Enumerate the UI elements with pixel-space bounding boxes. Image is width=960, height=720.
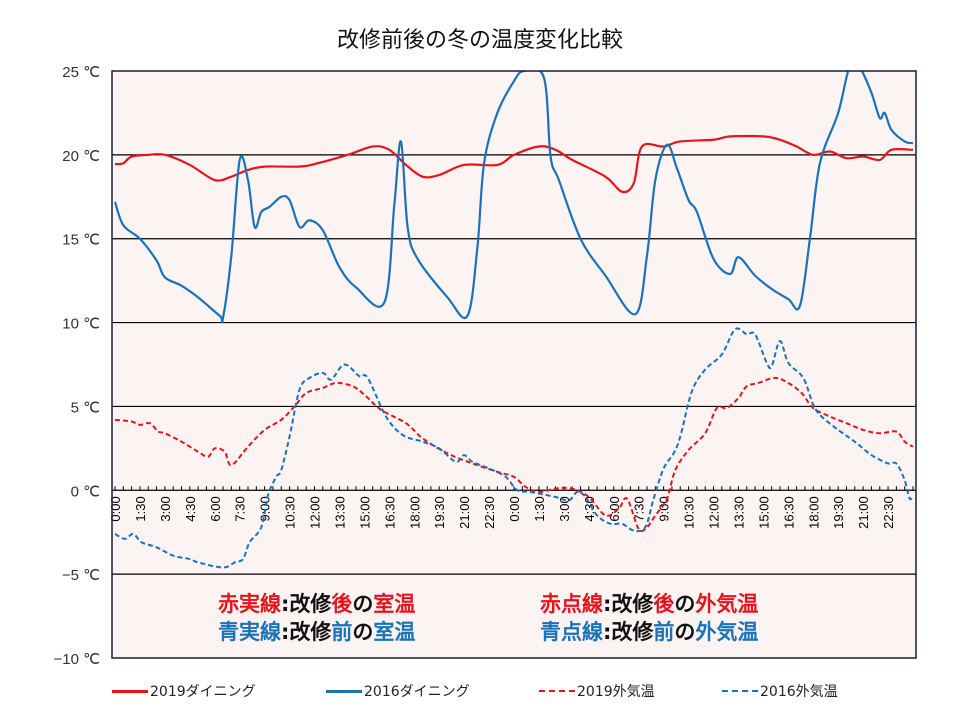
series-line-2019ダイニング (114, 134, 914, 194)
x-axis: 0:00 1:30 3:00 4:30 6:00 7:30 9:00 10:30 12:00 13… (108, 486, 914, 529)
series-lines (113, 71, 914, 569)
x-tick-label: 10:30 (283, 496, 298, 529)
legend-item-2016-dining: 2016ダイニング (326, 681, 470, 701)
x-tick-label: 19:30 (432, 496, 447, 529)
x-tick-label: 3:00 (158, 496, 173, 521)
x-tick-label: 4:30 (582, 496, 597, 521)
x-tick-label: 0:00 (507, 496, 522, 521)
x-tick-label: 4:30 (183, 496, 198, 521)
x-tick-label: 6:00 (208, 496, 223, 521)
annotation-text: 後 (653, 592, 675, 616)
annotation-blue-dashed: 青点線:改修前の外気温 (540, 616, 758, 646)
annotation-text: 前 (653, 620, 675, 644)
gridlines (112, 154, 916, 575)
annotation-text: 後 (331, 592, 353, 616)
x-tick-label: 0:00 (108, 496, 123, 521)
plot-border (111, 70, 917, 659)
annotation-text: の (352, 592, 374, 616)
x-tick-label: 12:00 (707, 496, 722, 529)
annotation-text: :改修 (281, 592, 332, 616)
y-tick-label: 0 ℃ (71, 483, 100, 500)
annotation-text: :改修 (603, 620, 654, 644)
x-tick-label: 15:00 (357, 496, 372, 529)
legend-label: 2019ダイニング (150, 684, 256, 700)
legend-label: 2016外気温 (760, 684, 838, 700)
x-tick-label: 12:00 (308, 496, 323, 529)
legend-swatch (326, 689, 362, 693)
y-tick-label: −10 ℃ (54, 651, 100, 668)
x-tick-label: 3:00 (557, 496, 572, 521)
annotation-text: :改修 (281, 620, 332, 644)
legend-swatch (539, 690, 575, 692)
x-tick-label: 18:00 (806, 496, 821, 529)
y-tick-label: 5 ℃ (71, 399, 100, 416)
x-tick-label: 16:30 (382, 496, 397, 529)
y-tick-label: −5 ℃ (62, 567, 100, 584)
x-tick-label: 19:30 (831, 496, 846, 529)
legend-label: 2016ダイニング (364, 684, 470, 700)
x-tick-label: 21:00 (457, 496, 472, 529)
x-tick-label: 7:30 (233, 496, 248, 521)
x-tick-label: 9:00 (657, 496, 672, 521)
annotation-text: の (674, 592, 696, 616)
annotation-blue-solid: 青実線:改修前の室温 (218, 616, 415, 646)
annotation-text: 外気温 (695, 592, 759, 616)
annotation-text: の (674, 620, 696, 644)
annotation-text: 青実線 (218, 620, 281, 644)
y-tick-label: 20 ℃ (62, 148, 100, 165)
annotation-text: 室温 (373, 592, 416, 616)
x-tick-label: 15:00 (756, 496, 771, 529)
annotation-text: 青点線 (540, 620, 603, 644)
series-line-2016ダイニング (113, 71, 914, 324)
x-tick-label: 13:30 (332, 496, 347, 529)
legend-swatch (112, 689, 148, 693)
x-tick-label: 21:00 (856, 496, 871, 529)
plot-area (112, 71, 916, 658)
x-tick-label: 1:30 (133, 496, 148, 521)
y-tick-label: 25 ℃ (62, 64, 100, 81)
y-tick-label: 10 ℃ (62, 316, 100, 333)
x-tick-label: 10:30 (682, 496, 697, 529)
annotation-text: の (352, 620, 374, 644)
series-line-2019外気温 (114, 376, 914, 533)
legend-item-2016-outside: 2016外気温 (722, 681, 838, 701)
annotation-text: 室温 (373, 620, 416, 644)
annotation-red-solid: 赤実線:改修後の室温 (218, 588, 415, 618)
annotation-red-dashed: 赤点線:改修後の外気温 (540, 588, 758, 618)
annotation-text: :改修 (603, 592, 654, 616)
x-tick-label: 22:30 (881, 496, 896, 529)
annotation-text: 赤点線 (540, 592, 603, 616)
x-tick-label: 22:30 (482, 496, 497, 529)
x-tick-label: 6:00 (607, 496, 622, 521)
x-tick-label: 18:00 (407, 496, 422, 529)
y-tick-label: 15 ℃ (62, 232, 100, 249)
legend-label: 2019外気温 (577, 684, 655, 700)
legend-item-2019-dining: 2019ダイニング (112, 681, 256, 701)
y-axis-ticks: 25 ℃ 20 ℃ 15 ℃ 10 ℃ 5 ℃ 0 ℃ −5 ℃ −10 ℃ (54, 64, 100, 668)
annotation-text: 外気温 (695, 620, 759, 644)
series-line-2016外気温 (114, 327, 914, 569)
annotation-text: 赤実線 (218, 592, 281, 616)
x-tick-label: 1:30 (532, 496, 547, 521)
chart-title: 改修前後の冬の温度変化比較 (336, 28, 623, 53)
annotation-text: 前 (331, 620, 353, 644)
x-tick-label: 7:30 (632, 496, 647, 521)
legend-item-2019-outside: 2019外気温 (539, 681, 655, 701)
legend: 2019ダイニング 2016ダイニング 2019外気温 2016外気温 (0, 681, 960, 705)
x-tick-label: 16:30 (781, 496, 796, 529)
legend-swatch (722, 690, 758, 692)
x-tick-label: 13:30 (731, 496, 746, 529)
